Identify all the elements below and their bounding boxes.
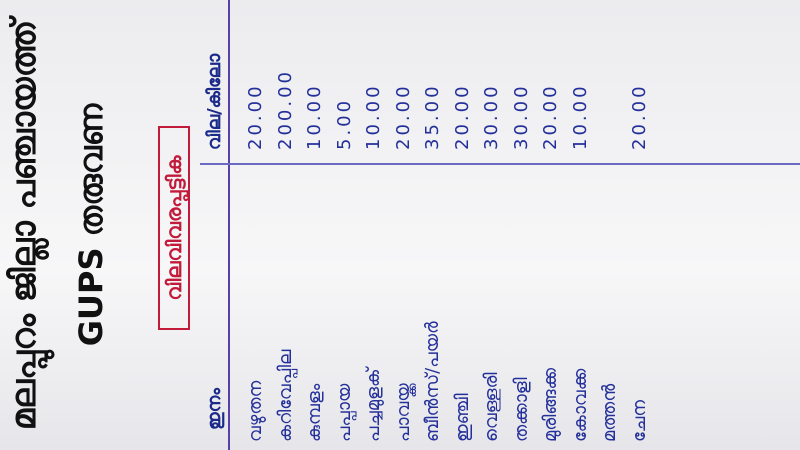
item-price: 35.00 (422, 83, 443, 150)
item-name: മത്തൻ (599, 383, 620, 442)
table-row: കോവക്ക 10.00 (570, 0, 598, 450)
title: മലപ്പുറം ജില്ലാ പഞ്ചായത്ത് (4, 19, 44, 431)
item-name: പാവയ്ക്ക (392, 383, 414, 442)
item-name: പച്ചമുളക് (363, 368, 384, 442)
table-row: പാവയ്ക്ക 20.00 (393, 0, 421, 450)
item-price: 200.00 (274, 69, 296, 150)
table-row: കറിവേപ്പില 200.00 (275, 0, 303, 450)
item-price: 10.00 (304, 83, 325, 150)
item-price: 20.00 (628, 83, 650, 150)
item-name: ബീൻസ്/പയർ (422, 321, 443, 442)
item-name: വെള്ളരി (481, 372, 502, 442)
section-label: വിലവിവരപ്പട്ടിക (158, 126, 190, 330)
item-name: ചേന (628, 400, 650, 442)
item-price: 30.00 (481, 83, 502, 150)
item-price: 10.00 (363, 83, 384, 150)
table-row: ഇഞ്ചി 20.00 (452, 0, 480, 450)
item-name: ഇഞ്ചി (451, 393, 473, 442)
rule (228, 0, 230, 450)
table-row: കുമ്പളം 10.00 (304, 0, 332, 450)
table-row: പച്ചമുളക് 10.00 (363, 0, 391, 450)
item-price: 20.00 (392, 83, 414, 150)
table-row: മുരിങ്ങക്ക 20.00 (540, 0, 568, 450)
item-price: 10.00 (569, 83, 591, 150)
item-name: കോവക്ക (569, 368, 591, 442)
item-price: 5.00 (333, 97, 355, 150)
item-price: 20.00 (540, 83, 561, 150)
table-row: തക്കാളി 30.00 (511, 0, 539, 450)
table-row: മത്തൻ (599, 0, 627, 450)
subtitle: GUPS തരുവണ (72, 103, 110, 347)
item-price: 30.00 (510, 83, 532, 150)
item-price: 20.00 (451, 83, 473, 150)
item-name: കറിവേപ്പില (274, 349, 296, 442)
item-name: തക്കാളി (510, 377, 532, 442)
table-row: പപ്പായ 5.00 (334, 0, 362, 450)
column-header: വില/കിലോ (204, 53, 225, 150)
table-row: വെള്ളരി 30.00 (481, 0, 509, 450)
table-row: ബീൻസ്/പയർ 35.00 (422, 0, 450, 450)
item-price: 20.00 (245, 83, 266, 150)
item-name: മുരിങ്ങക്ക (540, 368, 561, 442)
item-name: വഴുതന (245, 380, 266, 442)
table-row: ചേന 20.00 (629, 0, 657, 450)
table-row: വഴുതന 20.00 (245, 0, 273, 450)
item-name: കുമ്പളം (304, 383, 325, 442)
item-name: പപ്പായ (333, 383, 355, 442)
column-header: ഇനം (204, 388, 225, 430)
